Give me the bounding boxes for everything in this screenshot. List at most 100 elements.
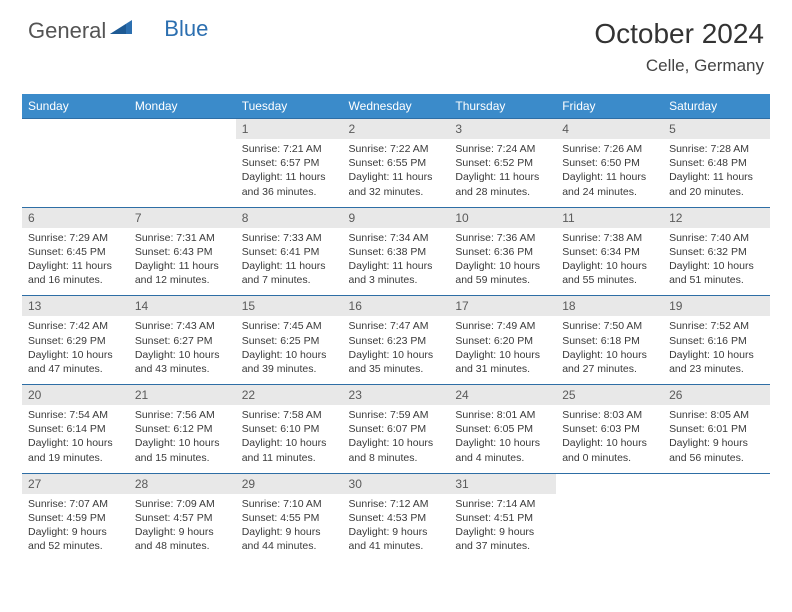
daylight-text: Daylight: 10 hours and 31 minutes. <box>455 348 550 376</box>
calendar-day-cell: 18Sunrise: 7:50 AMSunset: 6:18 PMDayligh… <box>556 296 663 385</box>
sunrise-text: Sunrise: 7:59 AM <box>349 408 444 422</box>
sunset-text: Sunset: 4:53 PM <box>349 511 444 525</box>
daylight-text: Daylight: 9 hours and 48 minutes. <box>135 525 230 553</box>
calendar-day-cell: 7Sunrise: 7:31 AMSunset: 6:43 PMDaylight… <box>129 207 236 296</box>
sunset-text: Sunset: 6:48 PM <box>669 156 764 170</box>
sunrise-text: Sunrise: 7:10 AM <box>242 497 337 511</box>
sunrise-text: Sunrise: 7:56 AM <box>135 408 230 422</box>
sunrise-text: Sunrise: 7:24 AM <box>455 142 550 156</box>
sunrise-text: Sunrise: 7:09 AM <box>135 497 230 511</box>
day-number: 14 <box>129 296 236 316</box>
sunset-text: Sunset: 6:14 PM <box>28 422 123 436</box>
day-number: 5 <box>663 119 770 139</box>
calendar-week-row: 27Sunrise: 7:07 AMSunset: 4:59 PMDayligh… <box>22 473 770 561</box>
sunset-text: Sunset: 6:57 PM <box>242 156 337 170</box>
sunset-text: Sunset: 6:16 PM <box>669 334 764 348</box>
daylight-text: Daylight: 11 hours and 24 minutes. <box>562 170 657 198</box>
weekday-header: Tuesday <box>236 94 343 119</box>
calendar-day-cell: 1Sunrise: 7:21 AMSunset: 6:57 PMDaylight… <box>236 119 343 208</box>
sunrise-text: Sunrise: 7:21 AM <box>242 142 337 156</box>
day-body: Sunrise: 7:36 AMSunset: 6:36 PMDaylight:… <box>449 228 556 296</box>
day-number: 18 <box>556 296 663 316</box>
day-number: 24 <box>449 385 556 405</box>
sunset-text: Sunset: 6:34 PM <box>562 245 657 259</box>
calendar-day-cell: 15Sunrise: 7:45 AMSunset: 6:25 PMDayligh… <box>236 296 343 385</box>
daylight-text: Daylight: 10 hours and 8 minutes. <box>349 436 444 464</box>
calendar-day-cell: 30Sunrise: 7:12 AMSunset: 4:53 PMDayligh… <box>343 473 450 561</box>
day-body: Sunrise: 7:40 AMSunset: 6:32 PMDaylight:… <box>663 228 770 296</box>
daylight-text: Daylight: 10 hours and 4 minutes. <box>455 436 550 464</box>
title-block: October 2024 Celle, Germany <box>594 18 764 76</box>
daylight-text: Daylight: 9 hours and 37 minutes. <box>455 525 550 553</box>
calendar-week-row: 20Sunrise: 7:54 AMSunset: 6:14 PMDayligh… <box>22 385 770 474</box>
page-header: General Blue October 2024 Celle, Germany <box>0 0 792 84</box>
weekday-header: Saturday <box>663 94 770 119</box>
sunset-text: Sunset: 4:55 PM <box>242 511 337 525</box>
calendar-day-cell: 21Sunrise: 7:56 AMSunset: 6:12 PMDayligh… <box>129 385 236 474</box>
calendar-day-cell: 5Sunrise: 7:28 AMSunset: 6:48 PMDaylight… <box>663 119 770 208</box>
daylight-text: Daylight: 10 hours and 19 minutes. <box>28 436 123 464</box>
calendar-day-cell: 11Sunrise: 7:38 AMSunset: 6:34 PMDayligh… <box>556 207 663 296</box>
calendar-day-cell: 4Sunrise: 7:26 AMSunset: 6:50 PMDaylight… <box>556 119 663 208</box>
daylight-text: Daylight: 10 hours and 39 minutes. <box>242 348 337 376</box>
daylight-text: Daylight: 10 hours and 35 minutes. <box>349 348 444 376</box>
day-number: 31 <box>449 474 556 494</box>
daylight-text: Daylight: 11 hours and 20 minutes. <box>669 170 764 198</box>
sunset-text: Sunset: 6:50 PM <box>562 156 657 170</box>
sunset-text: Sunset: 6:41 PM <box>242 245 337 259</box>
day-body: Sunrise: 7:59 AMSunset: 6:07 PMDaylight:… <box>343 405 450 473</box>
sunset-text: Sunset: 4:59 PM <box>28 511 123 525</box>
sunset-text: Sunset: 6:03 PM <box>562 422 657 436</box>
daylight-text: Daylight: 10 hours and 51 minutes. <box>669 259 764 287</box>
calendar-day-cell: 24Sunrise: 8:01 AMSunset: 6:05 PMDayligh… <box>449 385 556 474</box>
calendar-day-cell: 29Sunrise: 7:10 AMSunset: 4:55 PMDayligh… <box>236 473 343 561</box>
sunset-text: Sunset: 4:51 PM <box>455 511 550 525</box>
day-number: 25 <box>556 385 663 405</box>
day-body: Sunrise: 7:52 AMSunset: 6:16 PMDaylight:… <box>663 316 770 384</box>
sunrise-text: Sunrise: 7:50 AM <box>562 319 657 333</box>
sunset-text: Sunset: 6:20 PM <box>455 334 550 348</box>
daylight-text: Daylight: 11 hours and 16 minutes. <box>28 259 123 287</box>
calendar-day-cell: 3Sunrise: 7:24 AMSunset: 6:52 PMDaylight… <box>449 119 556 208</box>
day-number: 9 <box>343 208 450 228</box>
day-body: Sunrise: 7:31 AMSunset: 6:43 PMDaylight:… <box>129 228 236 296</box>
day-number: 17 <box>449 296 556 316</box>
weekday-header: Thursday <box>449 94 556 119</box>
day-body: Sunrise: 7:21 AMSunset: 6:57 PMDaylight:… <box>236 139 343 207</box>
logo-word2: Blue <box>164 16 208 42</box>
sunset-text: Sunset: 6:29 PM <box>28 334 123 348</box>
calendar-day-cell: 17Sunrise: 7:49 AMSunset: 6:20 PMDayligh… <box>449 296 556 385</box>
sunrise-text: Sunrise: 7:12 AM <box>349 497 444 511</box>
calendar-day-cell: 26Sunrise: 8:05 AMSunset: 6:01 PMDayligh… <box>663 385 770 474</box>
day-body: Sunrise: 7:56 AMSunset: 6:12 PMDaylight:… <box>129 405 236 473</box>
day-number: 19 <box>663 296 770 316</box>
daylight-text: Daylight: 10 hours and 59 minutes. <box>455 259 550 287</box>
daylight-text: Daylight: 10 hours and 15 minutes. <box>135 436 230 464</box>
weekday-header: Sunday <box>22 94 129 119</box>
day-number: 29 <box>236 474 343 494</box>
calendar-day-cell: 9Sunrise: 7:34 AMSunset: 6:38 PMDaylight… <box>343 207 450 296</box>
daylight-text: Daylight: 10 hours and 43 minutes. <box>135 348 230 376</box>
day-body: Sunrise: 7:38 AMSunset: 6:34 PMDaylight:… <box>556 228 663 296</box>
day-body: Sunrise: 7:42 AMSunset: 6:29 PMDaylight:… <box>22 316 129 384</box>
sunset-text: Sunset: 6:36 PM <box>455 245 550 259</box>
sunset-text: Sunset: 6:32 PM <box>669 245 764 259</box>
day-number: 20 <box>22 385 129 405</box>
day-body: Sunrise: 7:07 AMSunset: 4:59 PMDaylight:… <box>22 494 129 562</box>
calendar-day-cell: 19Sunrise: 7:52 AMSunset: 6:16 PMDayligh… <box>663 296 770 385</box>
daylight-text: Daylight: 9 hours and 41 minutes. <box>349 525 444 553</box>
calendar-day-cell: 28Sunrise: 7:09 AMSunset: 4:57 PMDayligh… <box>129 473 236 561</box>
sunset-text: Sunset: 6:01 PM <box>669 422 764 436</box>
calendar-empty-cell <box>663 473 770 561</box>
weekday-header: Monday <box>129 94 236 119</box>
calendar-day-cell: 25Sunrise: 8:03 AMSunset: 6:03 PMDayligh… <box>556 385 663 474</box>
daylight-text: Daylight: 10 hours and 27 minutes. <box>562 348 657 376</box>
sunrise-text: Sunrise: 7:47 AM <box>349 319 444 333</box>
day-body: Sunrise: 7:54 AMSunset: 6:14 PMDaylight:… <box>22 405 129 473</box>
calendar-day-cell: 8Sunrise: 7:33 AMSunset: 6:41 PMDaylight… <box>236 207 343 296</box>
daylight-text: Daylight: 9 hours and 56 minutes. <box>669 436 764 464</box>
sunrise-text: Sunrise: 7:58 AM <box>242 408 337 422</box>
weekday-header: Friday <box>556 94 663 119</box>
day-body: Sunrise: 7:33 AMSunset: 6:41 PMDaylight:… <box>236 228 343 296</box>
sunrise-text: Sunrise: 8:03 AM <box>562 408 657 422</box>
